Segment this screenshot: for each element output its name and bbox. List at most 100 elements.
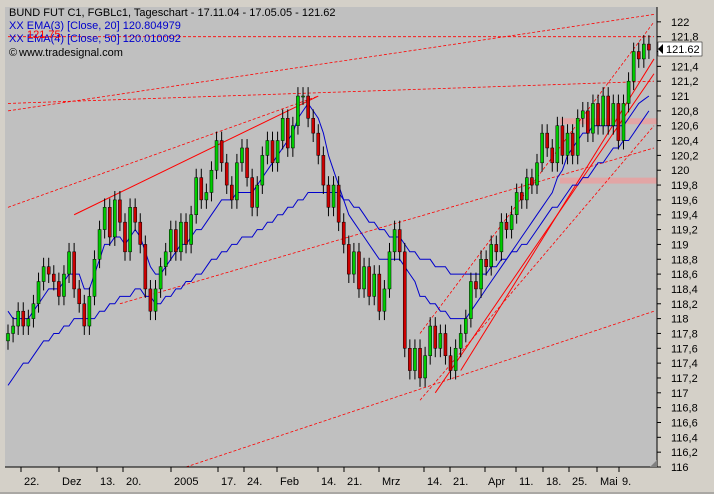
x-tick-label: Mrz xyxy=(382,476,400,488)
candle-body xyxy=(316,132,321,156)
candle xyxy=(52,265,56,291)
x-tick-label: 24. xyxy=(247,476,262,488)
candle-body xyxy=(494,244,499,253)
candle xyxy=(224,153,229,194)
y-tick-label: 120 xyxy=(671,165,689,177)
candle xyxy=(46,257,51,283)
candle-body xyxy=(535,162,539,186)
candle-body xyxy=(209,169,214,193)
candle-body xyxy=(26,318,31,327)
candle-body xyxy=(596,103,600,126)
candle-body xyxy=(540,132,544,164)
candle xyxy=(107,198,112,246)
candle xyxy=(16,302,20,335)
candle xyxy=(67,242,71,283)
candle xyxy=(341,213,346,254)
candle xyxy=(596,94,600,135)
candle xyxy=(601,87,605,135)
candle xyxy=(240,139,244,172)
trend-line-10 xyxy=(419,125,655,401)
candle-body xyxy=(214,140,219,171)
candle-body xyxy=(631,51,636,82)
candle xyxy=(570,124,575,165)
candle-body xyxy=(550,147,555,164)
plot-area xyxy=(5,7,657,467)
candle xyxy=(57,272,61,306)
candle xyxy=(458,324,463,358)
candle-body xyxy=(341,221,346,245)
candle xyxy=(133,198,137,232)
candle-body xyxy=(6,333,10,342)
candle-body xyxy=(347,244,351,275)
legend-entry-ema-slow: XX EMA(4) [Close, 50] 120.010092 xyxy=(9,33,181,45)
candle xyxy=(331,176,336,217)
candle-body xyxy=(408,348,412,371)
candle xyxy=(586,101,590,143)
candle xyxy=(301,87,305,105)
candle xyxy=(270,131,275,172)
candle-body xyxy=(616,103,621,141)
candle-body xyxy=(382,288,387,312)
x-tick-label: Dez xyxy=(62,476,82,488)
candle xyxy=(540,124,544,172)
y-tick-label: 120,2 xyxy=(671,150,699,162)
candle-body xyxy=(158,266,163,290)
candle xyxy=(362,257,366,298)
resize-grip-icon[interactable] xyxy=(650,460,657,467)
candle xyxy=(433,317,438,358)
candle-body xyxy=(265,140,270,156)
candle-body xyxy=(219,140,224,164)
candle-body xyxy=(179,221,183,253)
y-tick-label: 122 xyxy=(671,17,689,29)
candle xyxy=(387,242,392,298)
candle-body xyxy=(636,51,641,60)
candle-body xyxy=(626,80,631,104)
candle-body xyxy=(621,103,626,141)
candle xyxy=(626,72,631,113)
candle xyxy=(62,265,66,306)
y-tick-label: 116,6 xyxy=(671,417,698,429)
candle-body xyxy=(601,95,605,126)
candle xyxy=(504,213,509,239)
candle xyxy=(235,153,239,209)
candle xyxy=(306,87,310,128)
candle xyxy=(174,220,178,261)
candle xyxy=(77,280,81,313)
candle xyxy=(621,94,626,150)
watermark-text: www.tradesignal.com xyxy=(18,47,123,59)
candle xyxy=(291,116,295,157)
candle xyxy=(392,220,397,261)
candle-body xyxy=(204,192,209,201)
candle-body xyxy=(448,355,453,371)
candle-body xyxy=(270,140,275,164)
current-price-marker: 121.62 xyxy=(657,41,703,57)
x-tick-label: 11. xyxy=(519,476,533,488)
candle xyxy=(606,87,610,135)
candle-body xyxy=(362,266,366,290)
candle xyxy=(357,242,361,298)
candle xyxy=(199,168,204,209)
candle xyxy=(123,213,127,261)
candle-body xyxy=(107,207,112,238)
y-tick-label: 119,2 xyxy=(671,225,698,237)
candle-body xyxy=(41,266,46,282)
candle xyxy=(382,280,387,321)
candle xyxy=(367,257,371,306)
candle-body xyxy=(123,221,127,253)
candle-body xyxy=(46,266,51,275)
candle xyxy=(153,280,158,321)
candle xyxy=(265,131,270,165)
candle xyxy=(219,131,224,172)
trend-line-5 xyxy=(7,80,655,104)
candle-body xyxy=(143,244,148,290)
candle-body xyxy=(72,251,76,290)
candle-body xyxy=(377,273,382,312)
candle-body xyxy=(509,214,514,230)
candle xyxy=(484,250,488,276)
candle-body xyxy=(647,43,651,51)
candle xyxy=(509,205,514,239)
candle xyxy=(21,302,26,335)
candle xyxy=(453,339,458,380)
candle xyxy=(581,101,585,128)
y-tick-label: 117 xyxy=(671,388,689,400)
